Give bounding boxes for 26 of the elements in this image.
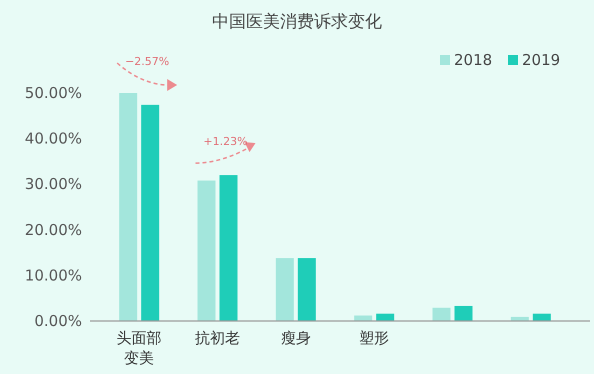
bar: [354, 316, 372, 321]
text: −2.57%: [125, 55, 170, 68]
bar: [198, 180, 216, 321]
y-tick-label: 10.00%: [24, 266, 82, 284]
y-tick-label: 20.00%: [24, 220, 82, 239]
bar: [432, 308, 450, 321]
bar: [298, 258, 316, 321]
legend-label: 2019: [522, 51, 560, 69]
x-tick-label: 瘦身: [280, 329, 311, 347]
x-tick-label: 塑形: [359, 329, 390, 347]
chart-title: 中国医美消费诉求变化: [212, 12, 382, 32]
y-tick-label: 50.00%: [24, 84, 82, 102]
bar: [376, 314, 394, 321]
bar: [276, 258, 294, 321]
bar: [141, 104, 160, 321]
x-tick-label: 抗初老: [195, 329, 240, 347]
x-tick-label: 头面部变美: [116, 329, 162, 367]
annotation: +1.23%: [203, 135, 248, 148]
bar: [532, 314, 551, 321]
bar: [220, 175, 238, 321]
y-tick-label: 40.00%: [24, 130, 82, 148]
bar: [454, 306, 472, 321]
bar: [119, 93, 138, 321]
y-tick-label: 0.00%: [34, 312, 82, 330]
legend-label: 2018: [454, 51, 492, 69]
y-tick-label: 30.00%: [24, 175, 82, 194]
